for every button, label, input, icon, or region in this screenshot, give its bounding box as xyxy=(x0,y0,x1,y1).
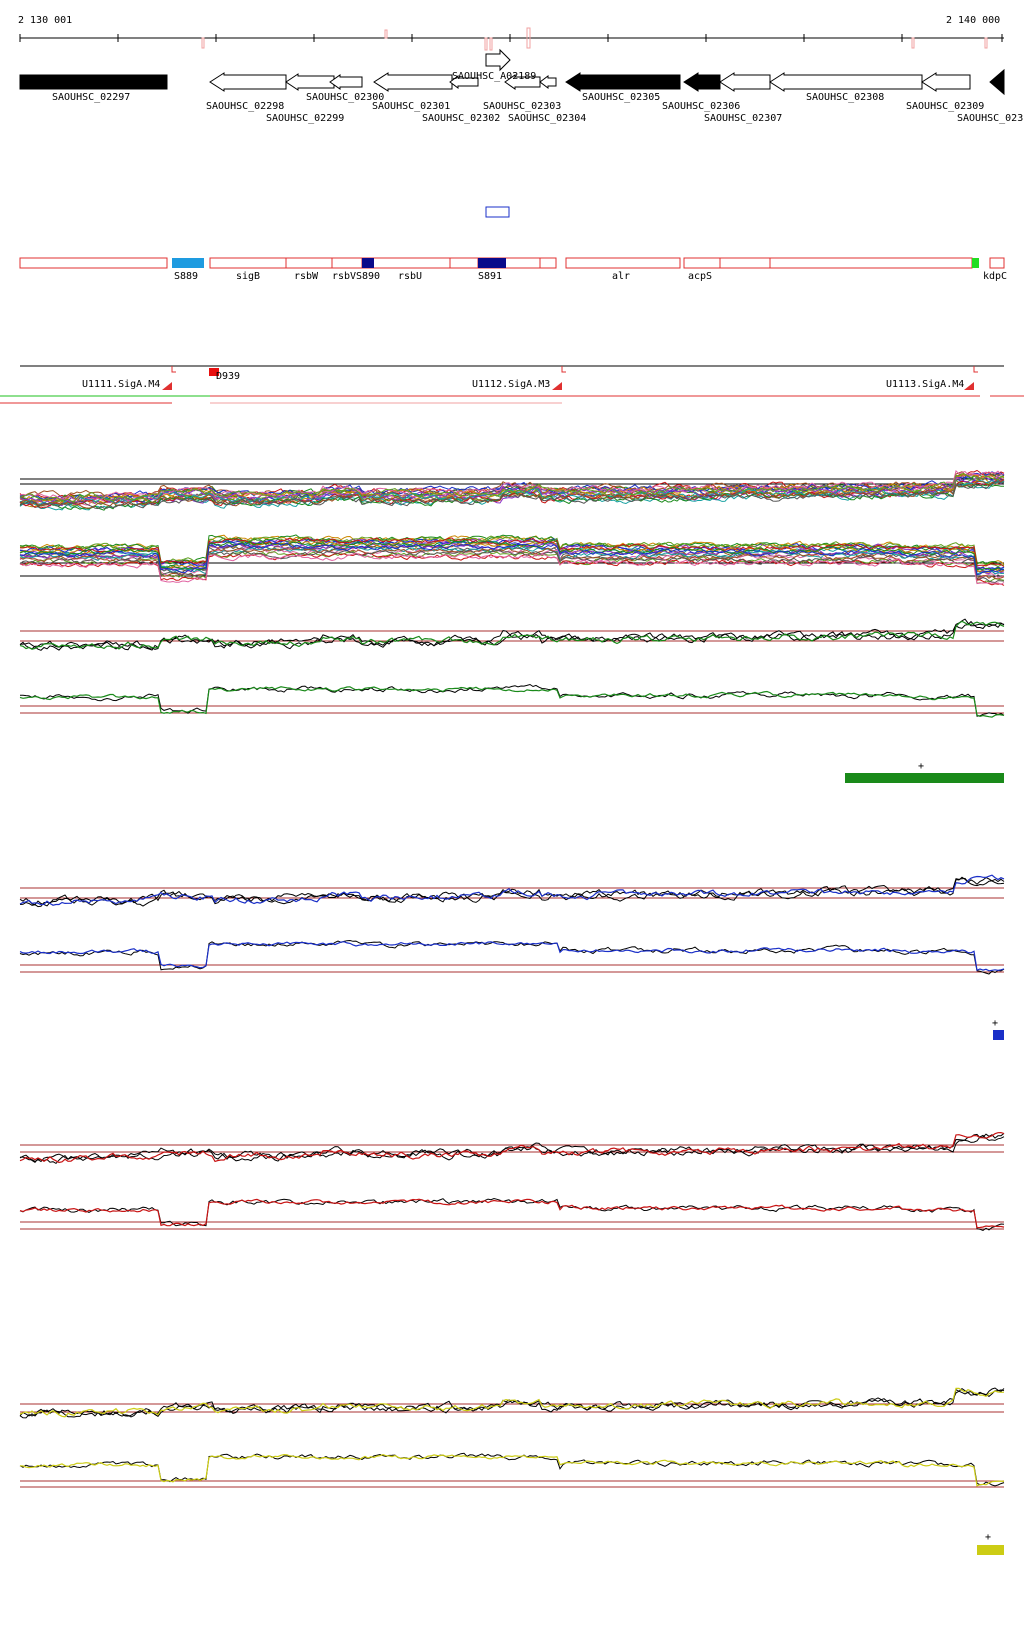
expression-trace xyxy=(19,552,1005,586)
expression-trace xyxy=(19,683,1005,717)
expression-trace xyxy=(19,1453,1005,1487)
expression-trace xyxy=(19,478,1005,509)
expression-trace xyxy=(19,620,1005,650)
feature-marker-box[interactable] xyxy=(485,206,510,218)
gene-label-02305: SAOUHSC_02305 xyxy=(582,92,660,103)
expression-trace xyxy=(19,545,1005,575)
S890-block[interactable] xyxy=(362,258,374,268)
expression-panel-green xyxy=(19,618,1005,718)
expression-trace xyxy=(19,618,1005,651)
gene-label-02301: SAOUHSC_02301 xyxy=(372,101,450,112)
expression-trace xyxy=(19,542,1005,576)
S889-block[interactable] xyxy=(172,258,204,268)
gene-02306[interactable] xyxy=(683,72,721,92)
gene-02305[interactable] xyxy=(565,72,681,92)
expression-trace xyxy=(19,550,1005,585)
promoter-D939: D939 xyxy=(216,371,240,382)
promoter-U1112: U1112.SigA.M3 xyxy=(472,379,550,390)
gene-023-tail[interactable] xyxy=(989,68,1005,96)
expression-trace xyxy=(19,1197,1005,1231)
strand-marker-yellow: + xyxy=(985,1532,991,1543)
annot-rsbU: rsbU xyxy=(398,271,422,282)
S891-block[interactable] xyxy=(478,258,506,268)
kdpC-green-block[interactable] xyxy=(972,258,979,268)
gene-label-02303: SAOUHSC_02303 xyxy=(483,101,561,112)
expression-trace xyxy=(19,1131,1005,1164)
annot-acpS: acpS xyxy=(688,271,712,282)
coord-end: 2 140 000 xyxy=(946,15,1000,26)
expression-trace xyxy=(19,941,1005,972)
D939-marker[interactable] xyxy=(209,368,219,376)
gene-label-02306: SAOUHSC_02306 xyxy=(662,101,740,112)
expression-trace xyxy=(19,473,1005,503)
expression-trace xyxy=(19,1387,1005,1418)
expression-panel-red xyxy=(19,1131,1005,1231)
expression-trace xyxy=(19,539,1005,571)
gene-label-02299: SAOUHSC_02299 xyxy=(266,113,344,124)
expression-trace xyxy=(19,1198,1005,1229)
coord-start: 2 130 001 xyxy=(18,15,72,26)
gene-track: SAOUHSC_02297 SAOUHSC_02298 SAOUHSC_0229… xyxy=(19,48,1023,124)
gene-label-02298: SAOUHSC_02298 xyxy=(206,101,284,112)
gene-label-02309: SAOUHSC_02309 xyxy=(906,101,984,112)
expression-trace xyxy=(19,686,1005,718)
expression-panel-yellow xyxy=(19,1387,1005,1488)
strand-marker-green: + xyxy=(918,761,924,772)
expression-trace xyxy=(19,534,1005,566)
expression-panel-blue xyxy=(19,874,1005,975)
promoter-track: U1111.SigA.M4 D939 U1112.SigA.M3 U1113.S… xyxy=(0,365,1024,404)
segment-bar-blue[interactable] xyxy=(993,1030,1004,1040)
annot-sigB: sigB xyxy=(236,271,260,282)
annot-rsbW: rsbW xyxy=(294,271,319,282)
segment-bar-green[interactable] xyxy=(845,773,1004,783)
gene-label-A02189: SAOUHSC_A02189 xyxy=(452,71,536,82)
gene-label-02304: SAOUHSC_02304 xyxy=(508,113,586,124)
gene-label-02300: SAOUHSC_02300 xyxy=(306,92,384,103)
expression-trace xyxy=(19,538,1005,570)
strand-marker-blue: + xyxy=(992,1018,998,1029)
expression-trace xyxy=(19,479,1005,506)
gene-label-023: SAOUHSC_023 xyxy=(957,113,1023,124)
annot-S891: S891 xyxy=(478,271,502,282)
expression-trace xyxy=(19,874,1005,906)
gene-label-02302: SAOUHSC_02302 xyxy=(422,113,500,124)
annotation-track: S889 sigB rsbW rsbV S890 rsbU S891 alr a… xyxy=(19,257,1007,282)
coordinate-ruler: 2 130 001 2 140 000 xyxy=(18,15,1004,51)
expression-trace xyxy=(19,939,1005,975)
expression-trace xyxy=(19,537,1005,568)
expression-trace xyxy=(19,481,1005,510)
annot-rsbV: rsbV xyxy=(332,271,356,282)
expression-trace xyxy=(19,1389,1005,1419)
annot-alr: alr xyxy=(612,271,630,282)
gene-label-02307: SAOUHSC_02307 xyxy=(704,113,782,124)
promoter-U1113: U1113.SigA.M4 xyxy=(886,379,964,390)
segment-bar-yellow[interactable] xyxy=(977,1545,1004,1555)
expression-trace xyxy=(19,1134,1005,1163)
gene-label-02308: SAOUHSC_02308 xyxy=(806,92,884,103)
annot-S889: S889 xyxy=(174,271,198,282)
gene-A02189[interactable] xyxy=(485,48,511,72)
expression-trace xyxy=(19,546,1005,580)
promoter-U1111: U1111.SigA.M4 xyxy=(82,379,160,390)
expression-profiles-all xyxy=(19,469,1005,586)
gene-label-02297: SAOUHSC_02297 xyxy=(52,92,130,103)
annot-S890: S890 xyxy=(356,271,380,282)
expression-trace xyxy=(19,549,1005,584)
expression-trace xyxy=(19,620,1005,651)
annot-kdpC: kdpC xyxy=(983,271,1007,282)
expression-trace xyxy=(19,469,1005,501)
gene-02297[interactable] xyxy=(19,74,168,90)
